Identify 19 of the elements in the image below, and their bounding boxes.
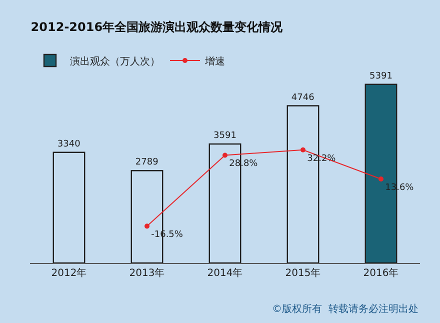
point <box>378 176 384 182</box>
chart-title: 2012-2016年全国旅游演出观众数量变化情况 <box>30 20 284 34</box>
text: ©版权所有 转载请务必注明出处 <box>272 303 418 315</box>
data-label: 4746 <box>291 92 315 103</box>
point <box>300 147 306 152</box>
point <box>144 224 150 229</box>
x-tick-label: 2014年 <box>207 267 243 279</box>
x-tick-label: 2012年 <box>51 267 87 279</box>
x-tick-label: 2016年 <box>363 267 399 279</box>
data-label: 2789 <box>135 158 159 168</box>
x-tick-label: 2015年 <box>285 267 321 279</box>
x-tick-label: 2013年 <box>129 267 165 279</box>
data-label: 3340 <box>57 139 81 150</box>
data-label: 3591 <box>214 131 236 142</box>
legend-label: 增速 <box>204 55 225 68</box>
data-label: 5391 <box>370 71 392 82</box>
point <box>222 152 228 158</box>
bar <box>52 152 86 263</box>
legend-label: 演出观众（万人次） <box>70 55 160 68</box>
